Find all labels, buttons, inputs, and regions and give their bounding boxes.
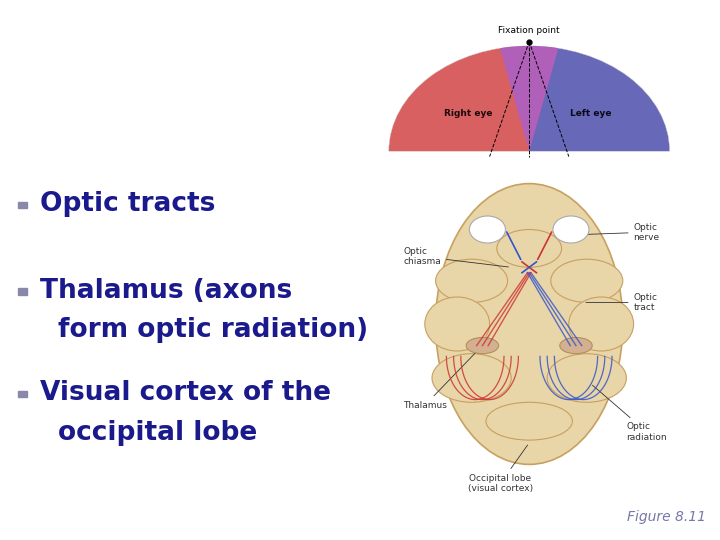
Ellipse shape bbox=[467, 338, 498, 354]
Text: form optic radiation): form optic radiation) bbox=[58, 318, 368, 343]
Wedge shape bbox=[529, 46, 670, 151]
Circle shape bbox=[469, 216, 505, 243]
Text: Optic
radiation: Optic radiation bbox=[593, 385, 667, 442]
Ellipse shape bbox=[560, 338, 593, 354]
Text: Thalamus: Thalamus bbox=[403, 348, 480, 409]
Ellipse shape bbox=[486, 402, 572, 440]
Text: Fixation point: Fixation point bbox=[498, 26, 560, 35]
Ellipse shape bbox=[432, 354, 511, 402]
Circle shape bbox=[553, 216, 589, 243]
Text: Thalamus (axons: Thalamus (axons bbox=[40, 278, 292, 303]
Text: Right eye: Right eye bbox=[444, 109, 492, 118]
Ellipse shape bbox=[436, 259, 508, 302]
Text: Optic tracts: Optic tracts bbox=[40, 191, 215, 217]
Bar bbox=[18, 288, 27, 295]
Bar bbox=[18, 391, 27, 397]
Ellipse shape bbox=[569, 297, 634, 351]
Text: Optic
tract: Optic tract bbox=[586, 293, 657, 312]
Text: occipital lobe: occipital lobe bbox=[58, 420, 257, 446]
Text: Optic
nerve: Optic nerve bbox=[575, 222, 660, 242]
Ellipse shape bbox=[551, 259, 623, 302]
Bar bbox=[18, 202, 27, 208]
Text: Figure 8.11: Figure 8.11 bbox=[626, 510, 706, 524]
Text: Visual cortex of the: Visual cortex of the bbox=[40, 380, 330, 406]
Ellipse shape bbox=[547, 354, 626, 402]
Text: Left eye: Left eye bbox=[570, 109, 611, 118]
Wedge shape bbox=[389, 46, 529, 151]
Wedge shape bbox=[500, 46, 559, 151]
Ellipse shape bbox=[436, 184, 623, 464]
Text: Occipital lobe
(visual cortex): Occipital lobe (visual cortex) bbox=[468, 445, 533, 493]
Ellipse shape bbox=[497, 230, 562, 267]
Ellipse shape bbox=[425, 297, 490, 351]
Text: Optic
chiasma: Optic chiasma bbox=[403, 247, 508, 267]
